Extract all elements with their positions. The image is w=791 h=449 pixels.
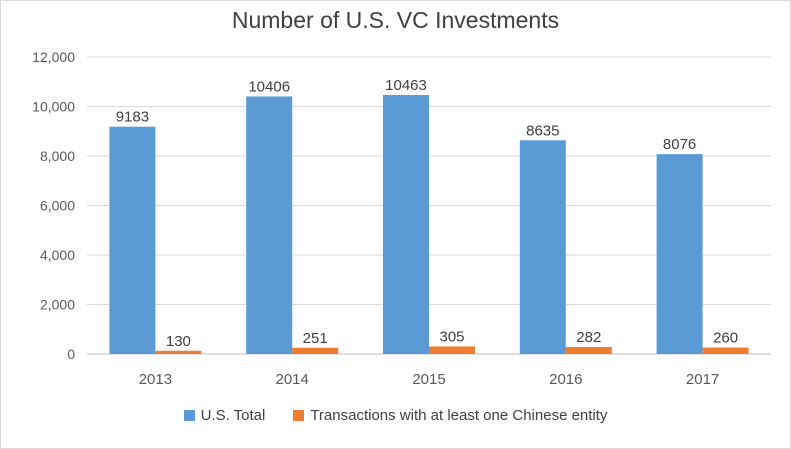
y-tick-label: 2,000 [40,297,75,313]
bar-chinese-entity [292,347,339,354]
legend-swatch-us-total [183,410,195,421]
x-tick-label: 2016 [549,371,582,388]
bar-us-total [246,96,293,354]
x-tick-label: 2015 [412,371,445,388]
legend-item-chinese-entity: Transactions with at least one Chinese e… [293,407,607,424]
data-label-chinese-entity: 130 [166,333,191,350]
legend-label-chinese-entity: Transactions with at least one Chinese e… [310,407,608,424]
bar-chinese-entity [155,350,202,354]
data-label-chinese-entity: 260 [713,330,738,347]
data-label-us-total: 8635 [526,122,559,139]
chart-legend: U.S. Total Transactions with at least on… [1,407,790,424]
y-tick-label: 12,000 [32,49,75,65]
x-tick-label: 2017 [686,371,719,388]
bar-us-total [109,126,156,354]
bar-us-total [519,140,566,354]
chart-title: Number of U.S. VC Investments [231,7,560,33]
bar-us-total [383,95,429,355]
y-tick-label: 8,000 [40,148,75,164]
legend-swatch-chinese-entity [293,410,305,421]
data-label-us-total: 9183 [116,109,149,126]
data-label-chinese-entity: 305 [439,328,464,345]
y-tick-label: 6,000 [40,198,75,214]
y-tick-label: 0 [67,346,75,362]
y-tick-label: 10,000 [32,99,75,115]
data-label-us-total: 8076 [663,136,696,153]
x-tick-label: 2014 [276,371,309,388]
bar-chinese-entity [702,347,749,354]
legend-label-us-total: U.S. Total [200,407,266,424]
x-tick-label: 2013 [139,371,172,388]
bar-chinese-entity [429,346,475,354]
data-label-us-total: 10463 [385,77,427,94]
bar-us-total [656,154,703,354]
legend-item-us-total: U.S. Total [183,407,266,424]
y-tick-label: 4,000 [40,247,75,263]
data-label-us-total: 10406 [248,78,290,95]
bar-chinese-entity [565,347,612,354]
data-label-chinese-entity: 282 [576,329,601,346]
data-label-chinese-entity: 251 [303,330,328,347]
